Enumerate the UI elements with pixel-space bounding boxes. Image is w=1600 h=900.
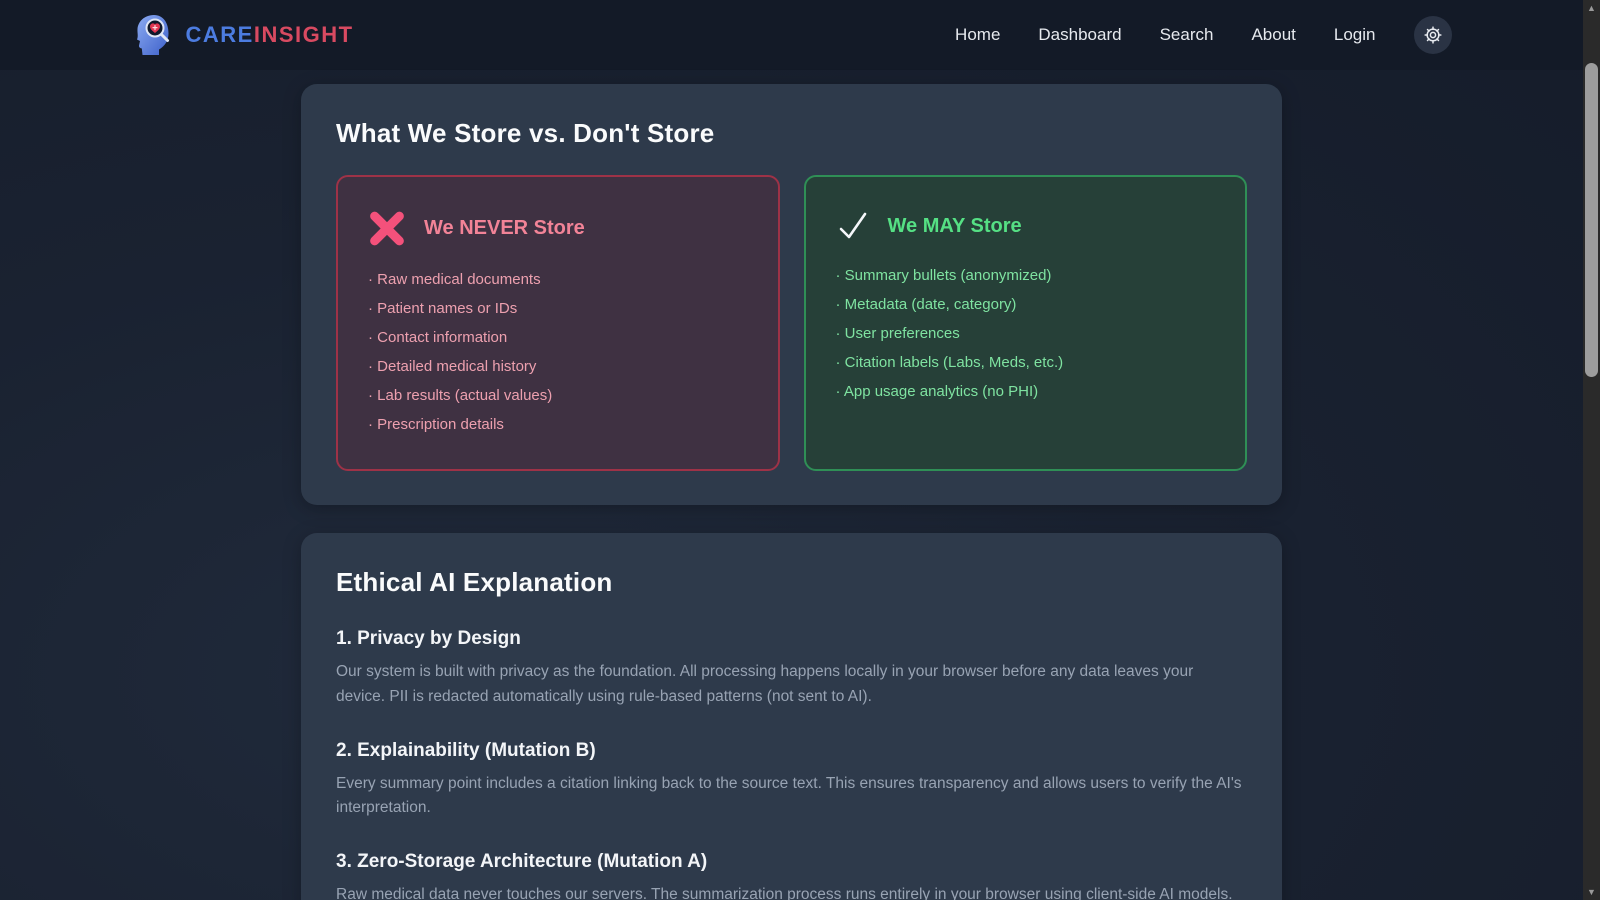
scrollbar-thumb[interactable] [1585,63,1598,377]
may-store-card: We MAY Store Summary bullets (anonymized… [803,175,1247,471]
brand-logo[interactable]: CAREINSIGHT [132,13,354,57]
never-store-list: Raw medical documents Patient names or I… [368,265,748,439]
store-section-title: What We Store vs. Don't Store [336,118,715,148]
ethics-point: 3. Zero-Storage Architecture (Mutation A… [336,851,1247,900]
nav-item-dashboard[interactable]: Dashboard [1038,25,1122,44]
check-mark-icon [839,212,866,239]
ethics-point-body: Our system is built with privacy as the … [336,663,1194,705]
never-store-header: We NEVER Store [368,209,748,247]
navbar: CAREINSIGHT Home Dashboard Search About … [0,0,1583,70]
brand-name-primary: CARE [185,22,254,47]
ethics-point-body: Every summary point includes a citation … [336,774,1242,817]
ethics-section-title: Ethical AI Explanation [336,567,613,597]
store-cards-row: We NEVER Store Raw medical documents Pat… [336,175,1247,471]
scroll-up-arrow[interactable]: ▲ [1587,3,1596,13]
nav-links: Home Dashboard Search About Login [955,16,1452,54]
list-item: App usage analytics (no PHI) [836,377,1216,406]
nav-item-home[interactable]: Home [955,25,1001,44]
nav-item-about[interactable]: About [1251,25,1296,44]
list-item: Raw medical documents [368,265,748,294]
never-store-title: We NEVER Store [424,216,585,239]
may-store-header: We MAY Store [836,209,1216,243]
list-item: User preferences [836,319,1216,348]
x-mark-icon [368,209,406,247]
ethics-point: 2. Explainability (Mutation B) Every sum… [336,740,1247,822]
list-item: Patient names or IDs [368,294,748,323]
list-item: Metadata (date, category) [836,290,1216,319]
list-item: Summary bullets (anonymized) [836,261,1216,290]
never-store-card: We NEVER Store Raw medical documents Pat… [336,175,780,471]
ethics-point-body: Raw medical data never touches our serve… [336,886,1233,900]
ethics-point-heading: 3. Zero-Storage Architecture (Mutation A… [336,851,708,873]
main-content: What We Store vs. Don't Store We NEVER S… [301,84,1282,900]
ethics-point-heading: 2. Explainability (Mutation B) [336,739,596,761]
may-store-list: Summary bullets (anonymized) Metadata (d… [836,261,1216,406]
list-item: Prescription details [368,410,748,439]
list-item: Citation labels (Labs, Meds, etc.) [836,348,1216,377]
vertical-scrollbar[interactable]: ▲ ▼ [1583,0,1600,900]
list-item: Detailed medical history [368,352,748,381]
list-item: Lab results (actual values) [368,381,748,410]
list-item: Contact information [368,323,748,352]
nav-item-search[interactable]: Search [1159,25,1214,44]
nav-item-login[interactable]: Login [1333,25,1376,44]
scroll-down-arrow[interactable]: ▼ [1587,887,1596,897]
ethical-ai-panel: Ethical AI Explanation 1. Privacy by Des… [301,533,1282,900]
brand-name: CAREINSIGHT [186,22,354,48]
brand-name-secondary: INSIGHT [253,22,354,47]
gear-icon [1423,26,1442,44]
ethics-point: 1. Privacy by Design Our system is built… [336,628,1247,710]
navbar-inner: CAREINSIGHT Home Dashboard Search About … [132,13,1452,57]
settings-button[interactable] [1413,16,1452,54]
store-comparison-panel: What We Store vs. Don't Store We NEVER S… [301,84,1282,505]
head-magnifier-logo-icon [136,15,169,55]
ethics-point-heading: 1. Privacy by Design [336,628,521,649]
may-store-title: We MAY Store [887,214,1022,237]
